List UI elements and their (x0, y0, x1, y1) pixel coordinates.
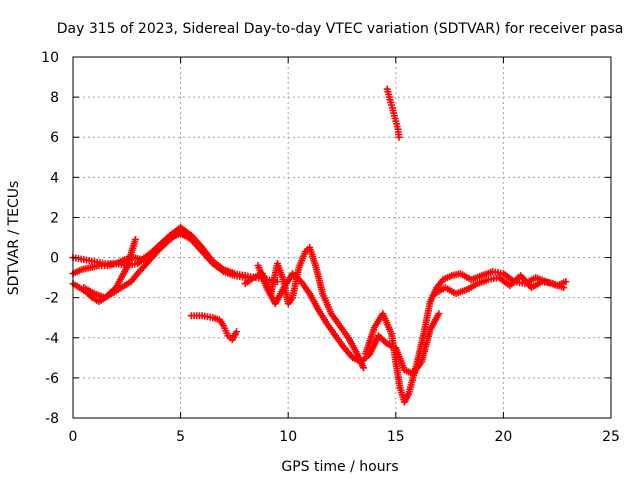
y-tick-label: 0 (50, 251, 59, 267)
data-point (560, 284, 568, 292)
data-point (360, 364, 368, 372)
data-point (435, 310, 443, 318)
y-tick-label: -4 (45, 331, 59, 347)
x-axis-label: GPS time / hours (281, 459, 398, 475)
x-tick-label: 15 (387, 429, 405, 445)
x-tick-label: 20 (494, 429, 512, 445)
x-tick-label: 0 (69, 429, 78, 445)
y-axis-label: SDTVAR / TECUs (6, 181, 22, 296)
plot-frame (72, 56, 612, 419)
y-tick-label: 6 (50, 130, 59, 146)
y-tick-label: 10 (41, 50, 59, 66)
chart-title: Day 315 of 2023, Sidereal Day-to-day VTE… (57, 21, 624, 37)
data-point (395, 133, 403, 141)
grid-lines (73, 57, 611, 418)
y-tick-label: -8 (45, 411, 59, 427)
x-tick-label: 5 (176, 429, 185, 445)
data-point (233, 328, 241, 336)
y-tick-label: 4 (50, 170, 59, 186)
data-point (562, 278, 570, 286)
x-tick-label: 25 (602, 429, 620, 445)
data-point (241, 274, 249, 282)
data-marks (69, 85, 570, 406)
y-tick-label: -2 (45, 291, 59, 307)
y-tick-label: 8 (50, 90, 59, 106)
x-tick-label: 10 (279, 429, 297, 445)
data-point (131, 236, 139, 244)
data-point (230, 270, 238, 278)
y-tick-label: -6 (45, 371, 59, 387)
axis-ticks: 0 5 10 15 20 25 -8 -6 -4 -2 0 2 4 6 8 10 (41, 50, 620, 445)
y-tick-label: 2 (50, 210, 59, 226)
